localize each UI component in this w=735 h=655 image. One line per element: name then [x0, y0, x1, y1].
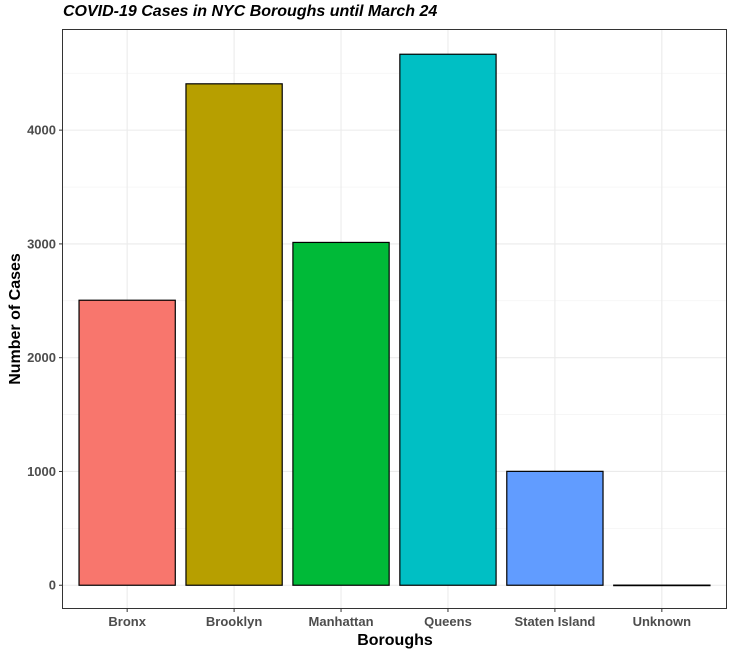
x-tick-label: Queens: [424, 614, 472, 629]
y-tick-label: 0: [49, 578, 56, 593]
y-tick-label: 1000: [27, 464, 56, 479]
bar-manhattan: [292, 241, 390, 586]
x-tick-label: Brooklyn: [206, 614, 262, 629]
x-axis-title: Boroughs: [357, 632, 433, 649]
y-tick-label: 2000: [27, 350, 56, 365]
x-tick-label: Manhattan: [309, 614, 374, 629]
bars: [78, 53, 711, 587]
y-axis-title: Number of Cases: [7, 253, 24, 385]
minor-gridlines: [63, 72, 726, 529]
bar-queens: [399, 53, 497, 586]
chart-title: COVID-19 Cases in NYC Boroughs until Mar…: [63, 3, 438, 20]
x-tick-label: Unknown: [633, 614, 692, 629]
bar-staten-island: [506, 470, 604, 586]
x-tick-label: Staten Island: [514, 614, 595, 629]
bar-unknown: [613, 584, 711, 587]
bar-bronx: [78, 299, 176, 586]
bar-brooklyn: [185, 83, 283, 586]
x-tick-label: Bronx: [108, 614, 146, 629]
y-axis: 0 1000 2000 3000 4000: [27, 123, 63, 593]
plot-panel-border: [62, 29, 727, 609]
y-tick-label: 4000: [27, 123, 56, 138]
x-axis: Bronx Brooklyn Manhattan Queens Staten Islan…: [108, 608, 691, 629]
y-tick-label: 3000: [27, 236, 56, 251]
